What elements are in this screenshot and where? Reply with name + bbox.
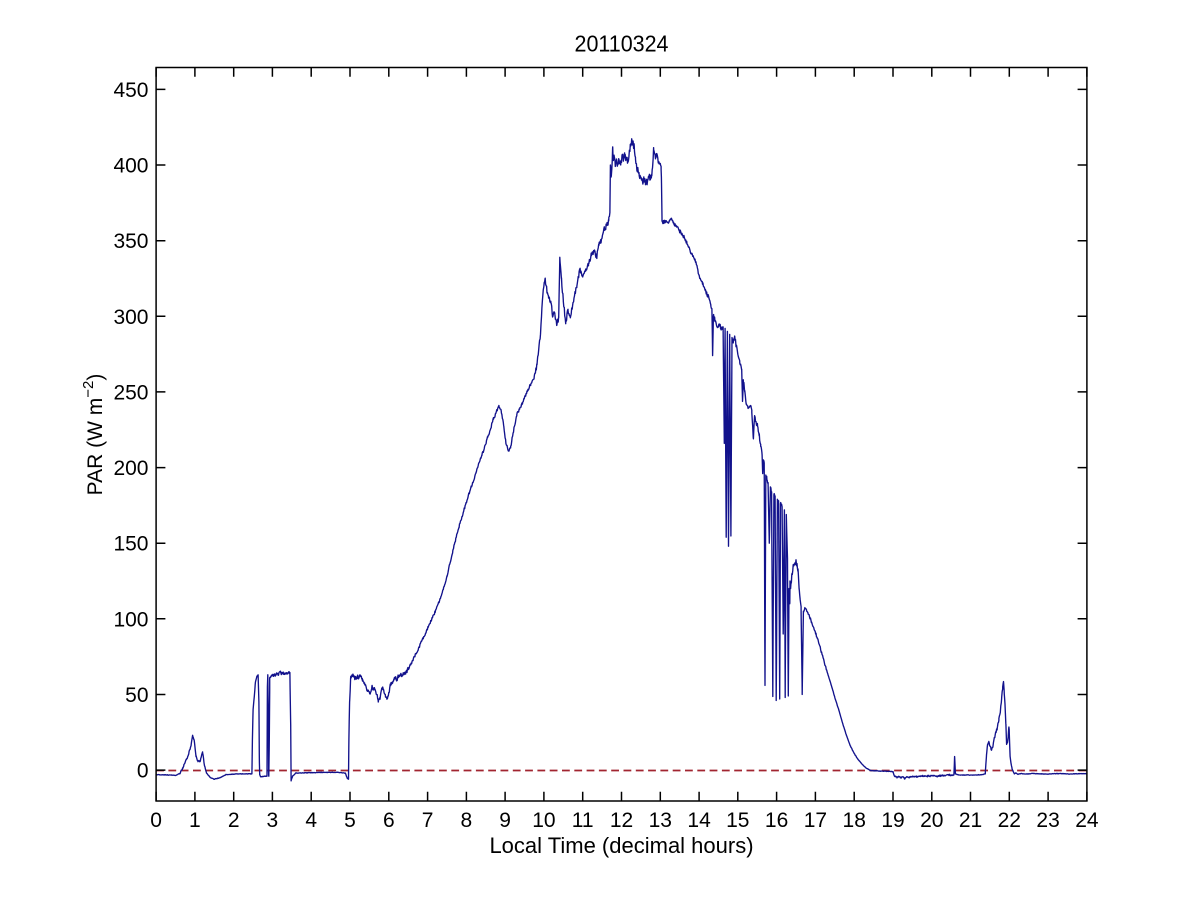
svg-text:13: 13 [649,809,672,832]
svg-text:350: 350 [113,230,148,253]
svg-text:11: 11 [572,809,594,832]
svg-text:10: 10 [532,809,555,832]
svg-text:19: 19 [881,809,904,832]
svg-text:250: 250 [113,381,148,404]
svg-text:12: 12 [610,809,633,832]
svg-text:9: 9 [499,809,511,832]
svg-text:8: 8 [461,809,473,832]
svg-text:4: 4 [305,809,317,832]
svg-text:20: 20 [920,809,943,832]
svg-text:16: 16 [765,809,788,832]
svg-text:15: 15 [726,809,749,832]
svg-text:150: 150 [113,533,148,556]
svg-text:14: 14 [687,809,711,832]
svg-text:0: 0 [150,809,162,832]
svg-text:22: 22 [998,809,1021,832]
svg-text:23: 23 [1036,809,1059,832]
svg-text:PAR (W m−2): PAR (W m−2) [80,374,107,496]
svg-text:21: 21 [959,809,982,832]
svg-text:2: 2 [228,809,240,832]
svg-text:450: 450 [113,79,148,102]
svg-text:0: 0 [137,760,149,783]
svg-text:300: 300 [113,306,148,329]
svg-text:50: 50 [125,684,148,707]
svg-text:7: 7 [422,809,434,832]
svg-text:24: 24 [1075,809,1099,832]
svg-text:400: 400 [113,155,148,178]
svg-text:18: 18 [843,809,866,832]
svg-text:3: 3 [267,809,279,832]
svg-text:20110324: 20110324 [575,31,669,57]
svg-text:1: 1 [189,809,201,832]
svg-text:6: 6 [383,809,395,832]
svg-text:5: 5 [344,809,356,832]
svg-text:100: 100 [113,608,148,631]
svg-text:Local Time (decimal hours): Local Time (decimal hours) [489,833,753,858]
svg-text:17: 17 [804,809,827,832]
svg-text:200: 200 [113,457,148,480]
